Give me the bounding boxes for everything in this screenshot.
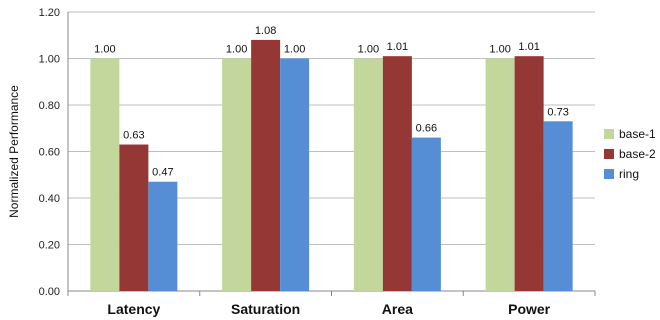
bar-ring-area [411, 137, 441, 291]
bar-ring-saturation [280, 58, 310, 291]
bar-base-1-power [485, 58, 515, 291]
data-label: 1.00 [226, 44, 247, 56]
y-tick-label: 0.20 [39, 240, 60, 252]
bar-ring-latency [148, 181, 178, 291]
data-label: 0.73 [547, 106, 568, 118]
bar-base-2-latency [119, 144, 149, 291]
x-category-label: Area [382, 301, 413, 317]
legend-swatch-ring [604, 169, 614, 179]
data-label: 1.00 [358, 44, 379, 56]
legend-label: base-2 [619, 147, 656, 161]
data-label: 1.00 [284, 44, 305, 56]
legend-swatch-base-1 [604, 129, 614, 139]
data-label: 1.00 [94, 44, 115, 56]
bar-base-1-area [353, 58, 383, 291]
y-tick-label: 0.00 [39, 286, 60, 298]
y-tick-label: 0.80 [39, 100, 60, 112]
legend-label: base-1 [619, 127, 656, 141]
bar-base-1-latency [90, 58, 120, 291]
x-category-label: Latency [107, 301, 160, 317]
data-label: 0.47 [152, 167, 173, 179]
data-label: 0.63 [123, 130, 144, 142]
y-tick-label: 1.20 [39, 7, 60, 19]
x-category-label: Saturation [231, 301, 300, 317]
data-labels: 1.00 0.63 0.47 1.00 1.08 1.00 1.00 1.01 0.66 1.00… [94, 25, 569, 179]
legend: base-1 base-2 ring [604, 127, 656, 181]
bar-base-2-saturation [251, 39, 281, 292]
y-tick-label: 0.40 [39, 193, 60, 205]
y-tick-label: 0.60 [39, 147, 60, 159]
bars [90, 39, 573, 292]
bar-base-2-area [382, 56, 412, 291]
data-label: 1.00 [489, 44, 510, 56]
axes: 0.00 0.20 0.40 0.60 0.80 1.00 1.20 Latency Satur… [39, 7, 596, 317]
data-label: 1.01 [387, 41, 408, 53]
bar-base-2-power [514, 56, 544, 291]
data-label: 1.08 [255, 25, 276, 37]
data-label: 0.66 [416, 123, 437, 135]
bar-base-1-saturation [222, 58, 252, 291]
legend-label: ring [619, 167, 639, 181]
y-axis-title: Normalized Performance [7, 85, 21, 218]
data-label: 1.01 [518, 41, 539, 53]
legend-swatch-base-2 [604, 149, 614, 159]
bar-ring-power [543, 121, 573, 292]
y-tick-label: 1.00 [39, 54, 60, 66]
x-category-label: Power [508, 301, 551, 317]
